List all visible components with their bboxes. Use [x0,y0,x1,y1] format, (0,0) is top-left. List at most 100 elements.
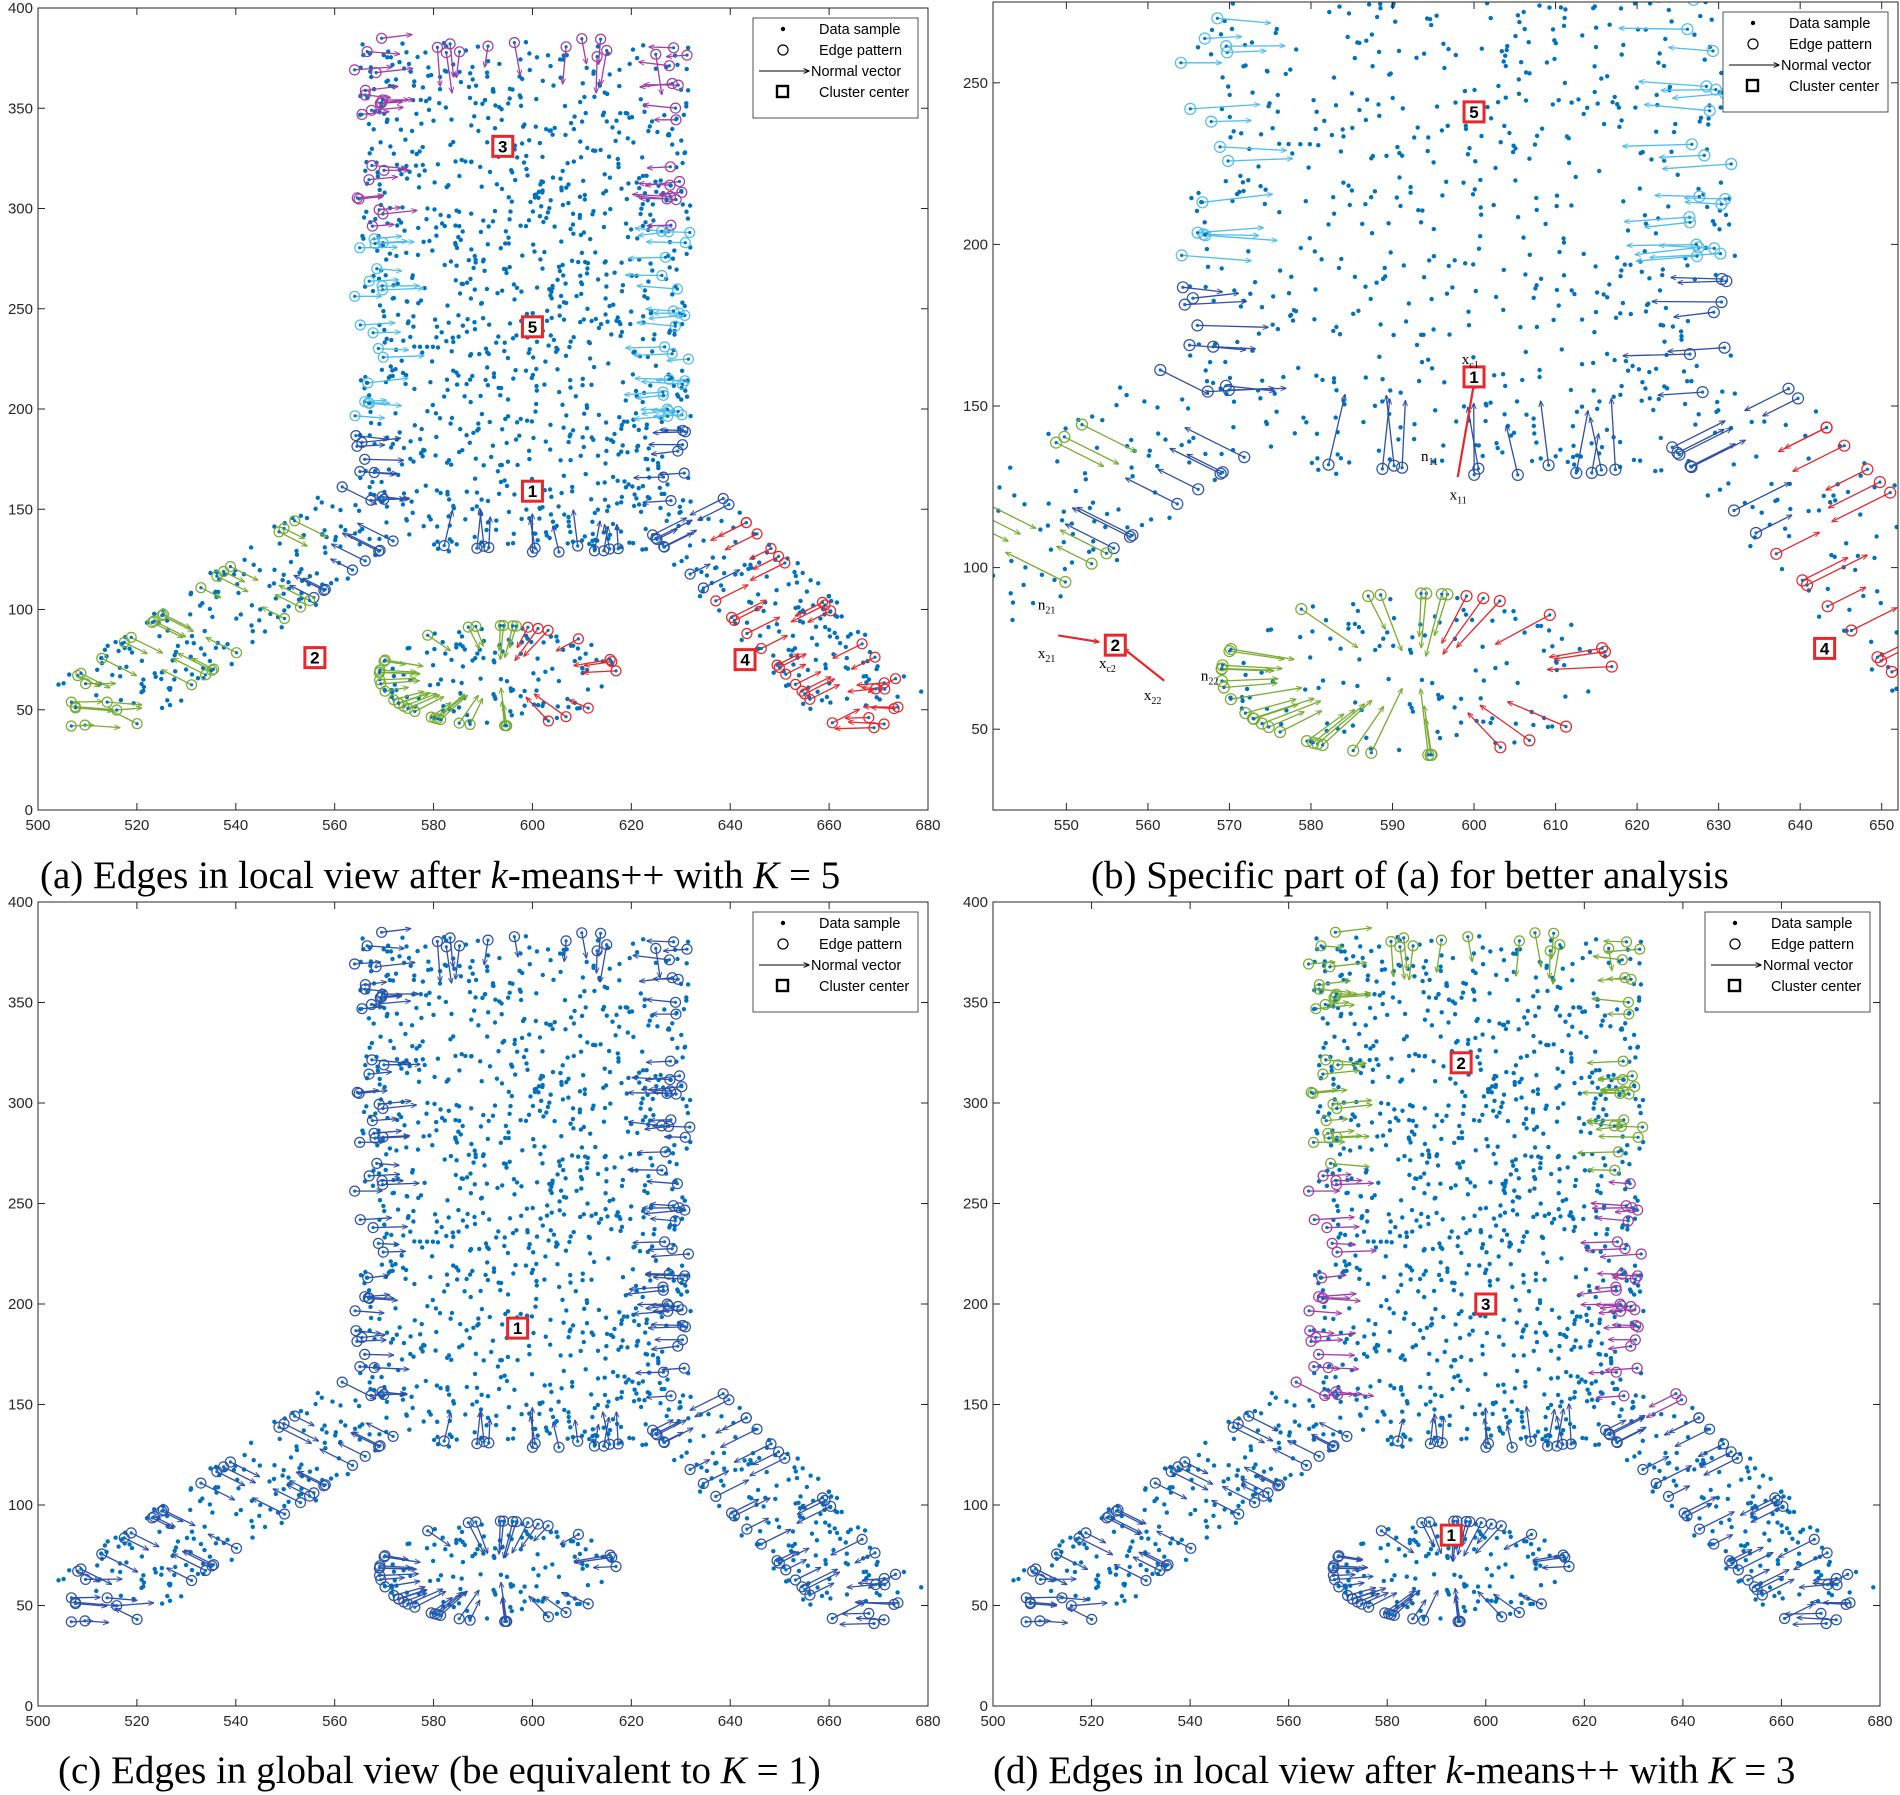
edge-sample [665,197,669,201]
data-sample [1479,212,1484,217]
data-sample [504,483,510,489]
data-sample [1421,332,1426,337]
data-sample [428,380,433,385]
data-sample [1414,342,1420,348]
data-sample [402,228,407,233]
edge-pattern [1703,104,1716,117]
edge-sample [1063,580,1067,584]
data-sample [454,645,459,650]
normal-vector [725,533,758,550]
data-sample [941,507,945,511]
data-sample [790,1544,795,1549]
data-sample [605,319,610,324]
edge-sample [1311,741,1315,745]
data-sample [1409,705,1414,710]
edge-pattern [765,542,777,555]
data-sample [385,78,391,83]
data-sample [592,988,597,994]
data-sample [477,1246,482,1252]
data-sample [352,531,358,536]
edge-pattern [1720,275,1733,288]
data-sample [589,642,594,648]
data-sample [417,173,422,178]
data-sample [481,463,486,468]
data-sample [445,303,450,308]
data-sample [409,1023,415,1028]
data-sample [1471,262,1476,267]
data-sample [1663,36,1668,42]
normal-vector [443,511,452,546]
data-sample [468,276,473,282]
normal-vector [358,523,394,542]
data-sample [139,658,145,663]
data-sample [531,355,536,360]
edge-pattern [1224,693,1238,706]
data-sample [1069,560,1075,565]
data-sample [1398,203,1403,209]
data-sample [1326,222,1331,227]
edge-pattern [779,557,791,569]
data-sample [368,409,373,415]
data-sample [1543,221,1548,227]
edge-pattern [1307,736,1320,749]
edge-sample [1547,463,1551,467]
data-sample [877,697,882,702]
normal-vector [581,38,587,64]
data-sample [1146,453,1152,458]
data-sample [552,125,557,131]
edge-sample [435,45,439,50]
edge-pattern [529,542,541,554]
normal-vector [761,636,787,650]
edge-sample [413,709,417,714]
edge-pattern [889,673,902,685]
edge-pattern [1126,529,1139,542]
data-sample [672,332,677,337]
data-sample [445,489,450,495]
data-sample [1513,616,1518,621]
data-sample [535,1552,540,1557]
data-sample [563,1248,569,1253]
edge-pattern [1085,557,1098,570]
data-sample [585,1583,591,1588]
data-sample [102,647,108,652]
data-sample [1369,231,1375,236]
data-sample [430,248,435,253]
data-sample [1256,164,1261,169]
edge-sample [100,656,104,661]
data-sample [1226,84,1231,89]
edge-pattern [796,685,808,697]
normal-vector [773,717,811,720]
data-sample [801,701,806,706]
data-sample [399,358,404,363]
data-sample [620,443,625,448]
data-sample [524,418,530,423]
data-sample [570,428,576,433]
data-sample [485,365,490,370]
data-sample [1446,46,1451,52]
edge-pattern [1477,592,1490,605]
vector-x11-xc1 [1456,383,1474,478]
data-sample [721,1483,726,1488]
data-sample [592,94,597,100]
edge-sample [685,53,689,57]
edge-sample [682,471,686,475]
x-tick-label: 570 [1217,817,1242,834]
data-sample [1775,497,1780,502]
data-sample [1522,630,1527,635]
edge-sample [474,624,478,629]
data-sample [1355,683,1360,689]
data-sample [449,349,454,354]
normal-vector [116,708,142,710]
data-sample [460,1559,466,1565]
normal-vector [1658,391,1703,395]
normal-vector [427,634,451,650]
data-sample [1821,493,1827,499]
data-sample [484,1616,490,1621]
normal-vector [1650,253,1721,258]
data-sample [110,672,115,678]
normal-vector [1197,228,1264,234]
data-sample [416,1079,422,1085]
edge-pattern [387,535,399,547]
data-sample [1605,74,1610,79]
data-sample [390,296,395,301]
